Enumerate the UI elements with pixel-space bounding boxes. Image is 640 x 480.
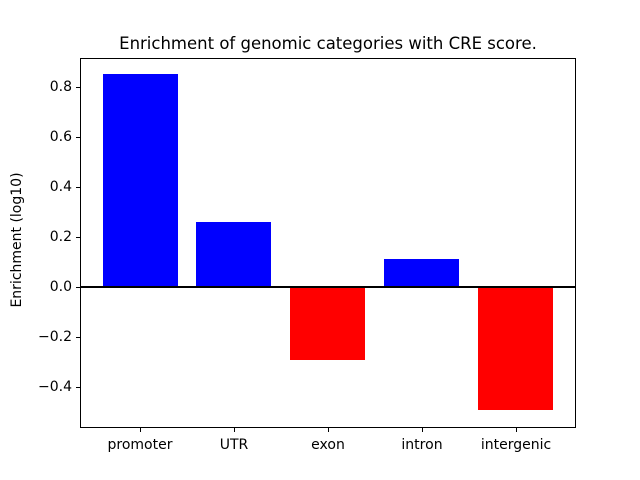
axes-frame [80, 58, 576, 428]
y-tick-mark [76, 287, 80, 288]
x-tick-mark [422, 428, 423, 432]
bar-exon [290, 287, 365, 360]
y-tick-label: 0.0 [49, 279, 72, 295]
x-tick-label-intron: intron [401, 437, 443, 453]
x-tick-mark [140, 428, 141, 432]
y-tick-label: 0.2 [49, 229, 72, 245]
y-tick-label: 0.8 [49, 79, 72, 95]
chart-title: Enrichment of genomic categories with CR… [119, 34, 537, 53]
x-tick-label-exon: exon [311, 437, 345, 453]
zero-line [80, 286, 576, 288]
bar-intergenic [478, 287, 553, 410]
y-tick-mark [76, 337, 80, 338]
y-tick-label: 0.6 [49, 129, 72, 145]
y-tick-label: −0.2 [38, 329, 72, 345]
y-tick-mark [76, 387, 80, 388]
bar-UTR [196, 222, 271, 287]
y-tick-mark [76, 137, 80, 138]
x-tick-label-promoter: promoter [107, 437, 173, 453]
x-tick-mark [234, 428, 235, 432]
x-tick-mark [516, 428, 517, 432]
x-tick-label-UTR: UTR [219, 437, 249, 453]
y-tick-mark [76, 237, 80, 238]
y-tick-label: 0.4 [49, 179, 72, 195]
bar-intron [384, 259, 459, 287]
bar-promoter [103, 74, 178, 287]
y-tick-label: −0.4 [38, 379, 72, 395]
x-tick-mark [328, 428, 329, 432]
y-tick-mark [76, 187, 80, 188]
x-tick-label-intergenic: intergenic [480, 437, 552, 453]
y-axis-label: Enrichment (log10) [9, 172, 25, 308]
y-tick-mark [76, 87, 80, 88]
